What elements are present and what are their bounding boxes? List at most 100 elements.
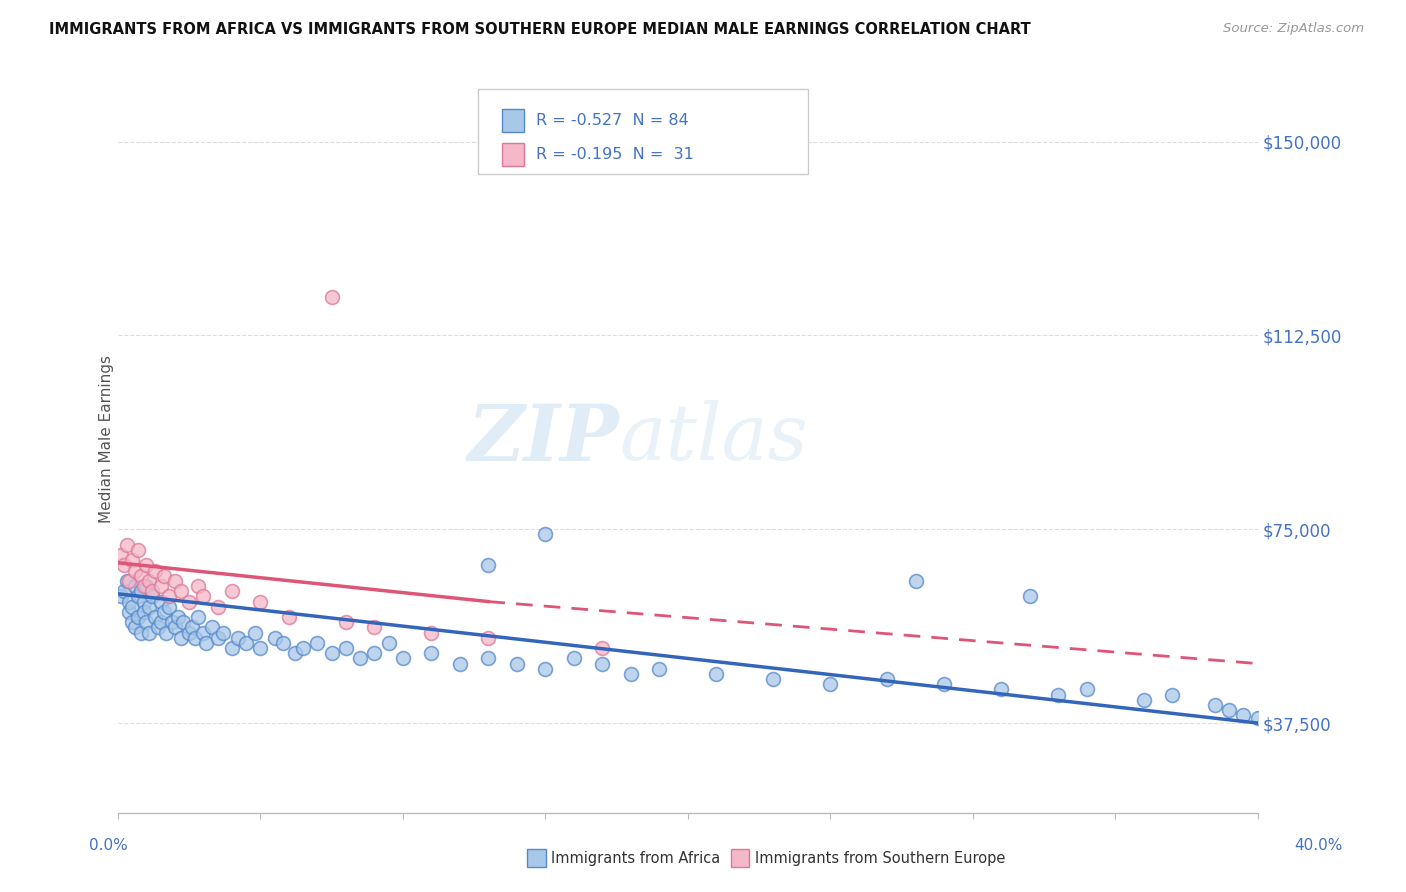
Point bbox=[591, 641, 613, 656]
Point bbox=[187, 610, 209, 624]
Text: atlas: atlas bbox=[620, 401, 808, 477]
Point bbox=[179, 625, 201, 640]
Point bbox=[184, 631, 207, 645]
Point bbox=[277, 610, 299, 624]
Point bbox=[132, 594, 155, 608]
Point bbox=[904, 574, 927, 588]
Point bbox=[112, 558, 135, 573]
Point bbox=[163, 574, 186, 588]
Point bbox=[335, 615, 357, 630]
Point bbox=[321, 646, 343, 660]
Point bbox=[292, 641, 315, 656]
Text: Immigrants from Southern Europe: Immigrants from Southern Europe bbox=[755, 851, 1005, 865]
Point bbox=[284, 646, 307, 660]
Point bbox=[195, 636, 218, 650]
Point bbox=[143, 610, 166, 624]
Point bbox=[420, 646, 443, 660]
Point bbox=[138, 599, 160, 614]
Point bbox=[110, 548, 132, 562]
Point bbox=[534, 527, 557, 541]
Point bbox=[112, 584, 135, 599]
Point bbox=[129, 584, 152, 599]
Point bbox=[155, 625, 177, 640]
Point bbox=[876, 672, 898, 686]
Point bbox=[149, 594, 172, 608]
Text: 40.0%: 40.0% bbox=[1295, 838, 1343, 853]
Point bbox=[127, 542, 149, 557]
Point bbox=[1161, 688, 1184, 702]
Point bbox=[149, 579, 172, 593]
Point bbox=[121, 553, 143, 567]
Point bbox=[818, 677, 841, 691]
Point bbox=[127, 610, 149, 624]
Point bbox=[149, 615, 172, 630]
Point bbox=[221, 584, 243, 599]
Point bbox=[143, 564, 166, 578]
Point bbox=[591, 657, 613, 671]
Point bbox=[193, 625, 215, 640]
Point bbox=[124, 564, 146, 578]
Point bbox=[263, 631, 285, 645]
Point bbox=[124, 579, 146, 593]
Point bbox=[271, 636, 294, 650]
Point bbox=[141, 584, 163, 599]
Text: Source: ZipAtlas.com: Source: ZipAtlas.com bbox=[1223, 22, 1364, 36]
Point bbox=[363, 646, 385, 660]
Point bbox=[146, 620, 169, 634]
Point bbox=[135, 615, 157, 630]
Point bbox=[249, 641, 271, 656]
Point bbox=[243, 625, 266, 640]
Point bbox=[349, 651, 371, 665]
Point bbox=[132, 579, 155, 593]
Point bbox=[129, 568, 152, 582]
Point bbox=[160, 615, 183, 630]
Point bbox=[392, 651, 415, 665]
Point bbox=[990, 682, 1012, 697]
Point bbox=[235, 636, 257, 650]
Point bbox=[1018, 590, 1040, 604]
Point bbox=[363, 620, 385, 634]
Point bbox=[135, 558, 157, 573]
Point bbox=[110, 590, 132, 604]
Point bbox=[201, 620, 224, 634]
Point bbox=[648, 662, 671, 676]
Point bbox=[157, 590, 180, 604]
Point bbox=[506, 657, 529, 671]
Point bbox=[115, 538, 138, 552]
Point bbox=[169, 631, 191, 645]
Text: R = -0.527  N = 84: R = -0.527 N = 84 bbox=[536, 113, 689, 128]
Point bbox=[1246, 711, 1268, 725]
Point bbox=[181, 620, 204, 634]
Text: Immigrants from Africa: Immigrants from Africa bbox=[551, 851, 720, 865]
Point bbox=[562, 651, 585, 665]
Point bbox=[173, 615, 195, 630]
Point bbox=[449, 657, 471, 671]
Point bbox=[1132, 692, 1154, 706]
Point bbox=[207, 631, 229, 645]
Point bbox=[193, 590, 215, 604]
Point bbox=[169, 584, 191, 599]
Point bbox=[221, 641, 243, 656]
Text: ZIP: ZIP bbox=[468, 401, 620, 477]
Point bbox=[534, 662, 557, 676]
Point bbox=[118, 605, 141, 619]
Point bbox=[934, 677, 956, 691]
Point bbox=[321, 290, 343, 304]
Point bbox=[157, 599, 180, 614]
Point bbox=[152, 568, 174, 582]
Point bbox=[118, 574, 141, 588]
Point bbox=[115, 574, 138, 588]
Point bbox=[207, 599, 229, 614]
Point bbox=[129, 625, 152, 640]
Point bbox=[477, 558, 499, 573]
Point bbox=[1232, 708, 1254, 723]
Point bbox=[138, 625, 160, 640]
Point bbox=[187, 579, 209, 593]
Point bbox=[118, 594, 141, 608]
Point bbox=[212, 625, 235, 640]
Point bbox=[1204, 698, 1226, 712]
Point bbox=[477, 651, 499, 665]
Point bbox=[704, 667, 727, 681]
Y-axis label: Median Male Earnings: Median Male Earnings bbox=[100, 355, 114, 523]
Point bbox=[1076, 682, 1098, 697]
